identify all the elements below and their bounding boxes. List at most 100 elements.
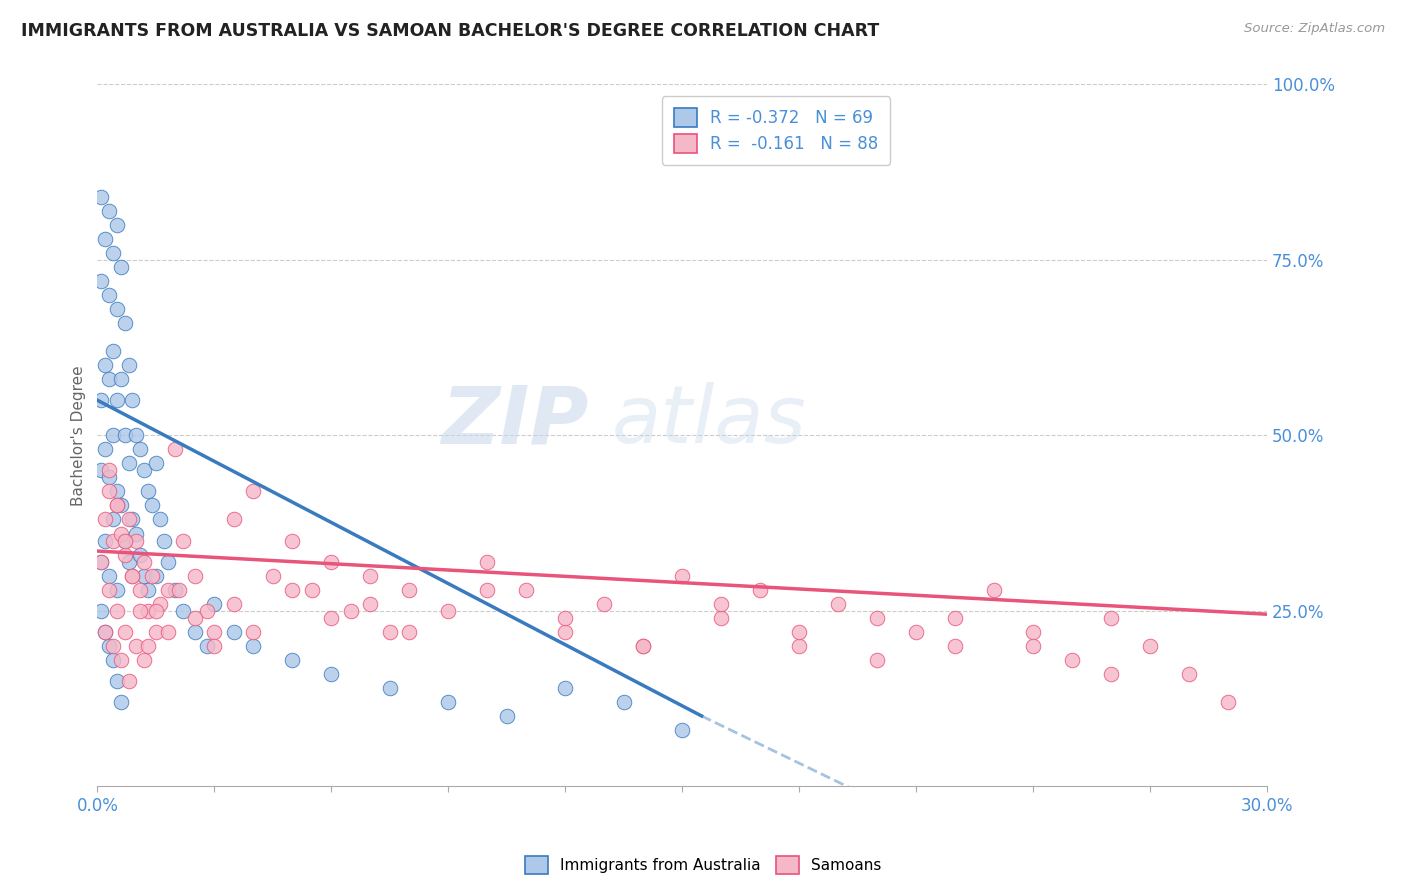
Point bbox=[136, 604, 159, 618]
Point bbox=[94, 512, 117, 526]
Point bbox=[105, 218, 128, 232]
Point bbox=[301, 582, 323, 597]
Text: IMMIGRANTS FROM AUSTRALIA VS SAMOAN BACHELOR'S DEGREE CORRELATION CHART: IMMIGRANTS FROM AUSTRALIA VS SAMOAN BACH… bbox=[21, 22, 879, 40]
Point bbox=[125, 639, 148, 653]
Point bbox=[554, 681, 576, 695]
Point bbox=[90, 604, 112, 618]
Point bbox=[1139, 639, 1161, 653]
Point bbox=[101, 533, 124, 548]
Point bbox=[98, 582, 121, 597]
Point bbox=[710, 597, 733, 611]
Point bbox=[90, 190, 112, 204]
Point bbox=[398, 624, 420, 639]
Point bbox=[94, 624, 117, 639]
Point bbox=[202, 624, 225, 639]
Point bbox=[125, 533, 148, 548]
Point bbox=[1022, 624, 1045, 639]
Point bbox=[114, 533, 136, 548]
Point bbox=[105, 499, 128, 513]
Point bbox=[98, 568, 121, 582]
Point bbox=[105, 393, 128, 408]
Point bbox=[145, 568, 167, 582]
Point bbox=[94, 442, 117, 457]
Point bbox=[145, 604, 167, 618]
Point bbox=[262, 568, 284, 582]
Point bbox=[671, 723, 693, 737]
Point bbox=[117, 673, 139, 688]
Point bbox=[787, 639, 810, 653]
Point bbox=[145, 456, 167, 470]
Point bbox=[281, 653, 304, 667]
Point bbox=[1022, 639, 1045, 653]
Point bbox=[134, 568, 156, 582]
Point bbox=[156, 582, 179, 597]
Point bbox=[710, 611, 733, 625]
Point bbox=[125, 428, 148, 442]
Y-axis label: Bachelor's Degree: Bachelor's Degree bbox=[72, 365, 86, 506]
Point bbox=[195, 604, 218, 618]
Point bbox=[172, 604, 194, 618]
Point bbox=[98, 639, 121, 653]
Point bbox=[281, 533, 304, 548]
Point bbox=[134, 653, 156, 667]
Point bbox=[129, 548, 152, 562]
Point bbox=[134, 463, 156, 477]
Point bbox=[125, 526, 148, 541]
Point bbox=[110, 372, 132, 386]
Point bbox=[184, 624, 207, 639]
Point bbox=[90, 555, 112, 569]
Point bbox=[554, 624, 576, 639]
Point bbox=[105, 484, 128, 499]
Point bbox=[149, 597, 172, 611]
Point bbox=[105, 301, 128, 316]
Point bbox=[98, 372, 121, 386]
Point bbox=[90, 393, 112, 408]
Point bbox=[98, 288, 121, 302]
Point bbox=[136, 484, 159, 499]
Point bbox=[167, 582, 190, 597]
Point bbox=[121, 393, 143, 408]
Point bbox=[156, 624, 179, 639]
Point bbox=[1178, 666, 1201, 681]
Point bbox=[117, 512, 139, 526]
Point bbox=[136, 639, 159, 653]
Point bbox=[110, 260, 132, 274]
Point bbox=[117, 358, 139, 372]
Point bbox=[515, 582, 537, 597]
Point bbox=[156, 555, 179, 569]
Point bbox=[321, 555, 343, 569]
Point bbox=[943, 611, 966, 625]
Point bbox=[114, 428, 136, 442]
Point bbox=[671, 568, 693, 582]
Point bbox=[554, 611, 576, 625]
Legend: Immigrants from Australia, Samoans: Immigrants from Australia, Samoans bbox=[519, 850, 887, 880]
Point bbox=[242, 624, 264, 639]
Point bbox=[905, 624, 928, 639]
Point bbox=[165, 442, 187, 457]
Point bbox=[477, 555, 499, 569]
Point bbox=[101, 245, 124, 260]
Point bbox=[1060, 653, 1083, 667]
Point bbox=[195, 639, 218, 653]
Point bbox=[359, 597, 381, 611]
Point bbox=[105, 499, 128, 513]
Point bbox=[222, 624, 245, 639]
Point bbox=[631, 639, 654, 653]
Point bbox=[141, 499, 163, 513]
Point bbox=[477, 582, 499, 597]
Point bbox=[184, 568, 207, 582]
Point bbox=[94, 624, 117, 639]
Text: Source: ZipAtlas.com: Source: ZipAtlas.com bbox=[1244, 22, 1385, 36]
Point bbox=[202, 639, 225, 653]
Point bbox=[1099, 666, 1122, 681]
Point bbox=[359, 568, 381, 582]
Point bbox=[114, 624, 136, 639]
Point bbox=[94, 533, 117, 548]
Point bbox=[105, 673, 128, 688]
Point bbox=[321, 666, 343, 681]
Point bbox=[593, 597, 616, 611]
Point bbox=[98, 463, 121, 477]
Legend: R = -0.372   N = 69, R =  -0.161   N = 88: R = -0.372 N = 69, R = -0.161 N = 88 bbox=[662, 96, 890, 165]
Point bbox=[827, 597, 849, 611]
Point bbox=[94, 358, 117, 372]
